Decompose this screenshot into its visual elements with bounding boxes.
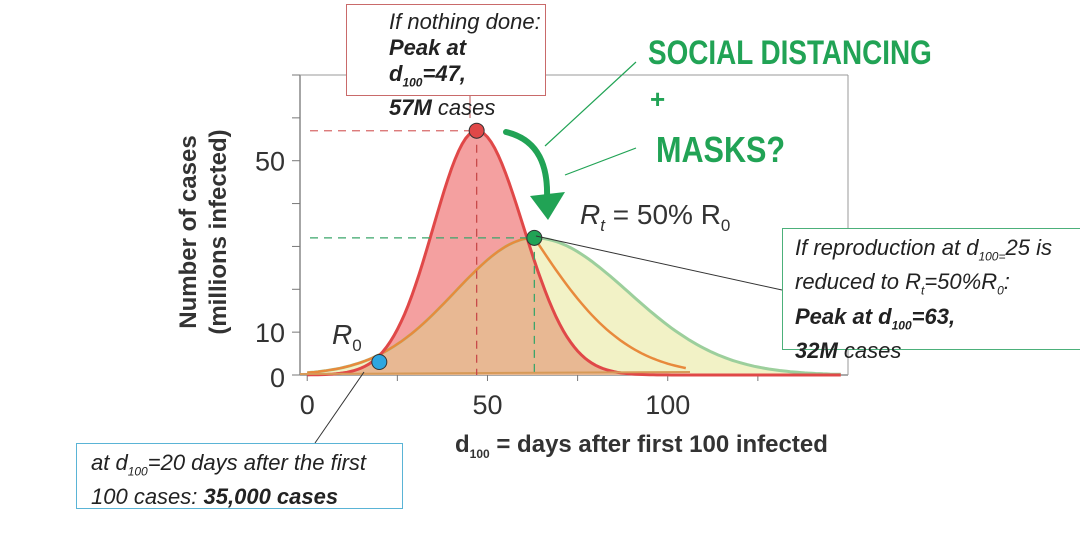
x-tick-label: 100 xyxy=(645,390,690,420)
leader-social xyxy=(544,61,637,147)
minor-ticks xyxy=(292,74,759,381)
reduced-line1: If reproduction at d100=25 is xyxy=(795,235,1052,264)
baseline-curve xyxy=(299,371,691,375)
y-tick-label: 0 xyxy=(270,363,285,393)
area-overlap xyxy=(307,238,841,375)
curves xyxy=(299,129,841,377)
point-peak_reduced xyxy=(526,229,543,246)
y-axis-label: Number of cases (millions infected) xyxy=(175,129,232,334)
r0-point-line2: 100 cases: 35,000 cases xyxy=(91,484,339,510)
nothing-done-line1: If nothing done: xyxy=(389,9,541,34)
leader-bottom xyxy=(314,371,365,444)
reduced-line3: Peak at d100=63, xyxy=(795,303,956,333)
intervention-arrow xyxy=(503,129,551,201)
areas xyxy=(307,130,841,375)
y-tick-label: 10 xyxy=(255,318,285,348)
points xyxy=(371,122,543,370)
nothing-done-line2: Peak at d100=47, xyxy=(389,35,467,90)
rt-label: Rt = 50% R0 xyxy=(580,199,730,235)
reduced-line4: 32M cases xyxy=(795,338,902,364)
social-distancing-label: SOCIAL DISTANCING xyxy=(648,33,932,71)
point-peak_nothing xyxy=(468,122,485,139)
nothing-done-line3: 57M cases xyxy=(389,95,496,121)
masks-label: MASKS? xyxy=(656,131,785,171)
point-r0_point xyxy=(371,354,388,370)
leader-masks xyxy=(564,147,637,176)
nothing-done-box: If nothing done: Peak at d100=47, 57M ca… xyxy=(346,4,546,120)
r0-point-box: at d100=20 days after the first 100 case… xyxy=(76,443,403,509)
y-axis-label-line2: (millions infected) xyxy=(205,129,232,334)
plus-label: + xyxy=(650,84,665,114)
y-axis-label-line1: Number of cases xyxy=(175,135,202,328)
curve-nothing xyxy=(307,129,841,377)
y-tick-label: 50 xyxy=(255,147,285,177)
x-tick-label: 50 xyxy=(472,390,502,420)
tick-labels: 0 50 100 0 10 50 xyxy=(255,147,690,420)
x-tick-label: 0 xyxy=(300,390,315,420)
intervention-arrow-head xyxy=(530,192,565,220)
leader-right xyxy=(535,235,783,291)
r0-label: R0 xyxy=(332,319,362,355)
x-axis-label: d100 = days after first 100 infected xyxy=(455,431,828,461)
dashes xyxy=(310,130,535,375)
reduced-line2: reduced to Rt=50%R0: xyxy=(795,269,1010,298)
reduced-box: If reproduction at d100=25 is reduced to… xyxy=(782,228,1080,363)
curve-orange xyxy=(307,236,687,374)
r0-point-line1: at d100=20 days after the first xyxy=(91,450,367,479)
